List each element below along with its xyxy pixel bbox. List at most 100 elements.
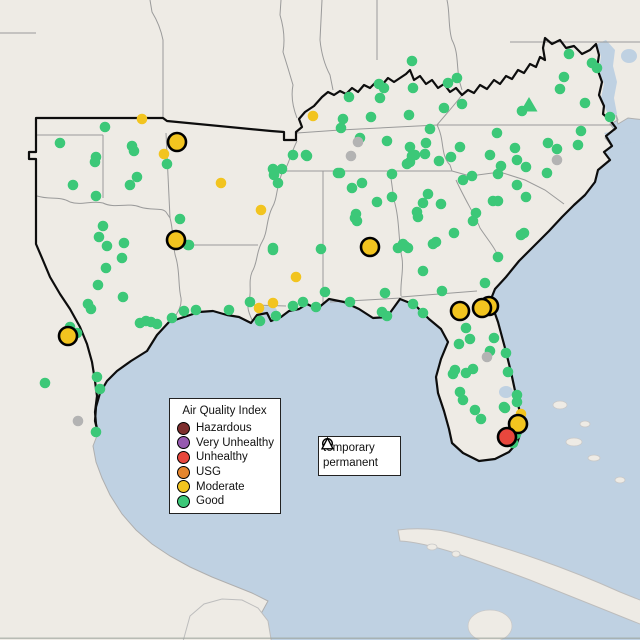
state-border-line xyxy=(455,179,498,255)
station-marker-good xyxy=(466,170,478,182)
station-marker-large-unhealthy xyxy=(496,426,518,448)
station-marker-good xyxy=(464,333,476,345)
legend-label-hazardous: Hazardous xyxy=(196,422,252,435)
station-marker-good xyxy=(551,143,563,155)
station-marker-good xyxy=(297,296,309,308)
lake-okeechobee xyxy=(499,386,513,398)
station-marker-large-moderate xyxy=(57,325,79,347)
station-marker-good xyxy=(604,111,616,123)
station-marker-good xyxy=(270,310,282,322)
station-marker-good xyxy=(276,163,288,175)
station-marker-good xyxy=(365,111,377,123)
station-marker-good xyxy=(319,286,331,298)
station-marker-good xyxy=(457,174,469,186)
station-marker-good xyxy=(287,300,299,312)
station-marker-good xyxy=(511,154,523,166)
station-marker-good xyxy=(381,310,393,322)
station-marker-good xyxy=(268,169,280,181)
station-marker-good xyxy=(356,177,368,189)
station-marker-moderate xyxy=(215,177,227,189)
station-marker-good xyxy=(515,229,527,241)
station-marker-good xyxy=(89,156,101,168)
station-marker-good xyxy=(332,167,344,179)
station-marker-good xyxy=(94,383,106,395)
station-marker-good xyxy=(381,135,393,147)
station-marker-large-moderate xyxy=(165,229,187,251)
map-frame-edge xyxy=(0,637,640,639)
legend-label-usg: USG xyxy=(196,466,221,479)
small-island xyxy=(451,550,461,558)
station-marker-good xyxy=(267,242,279,254)
triangle-permanent-icon xyxy=(321,437,334,450)
station-marker-good xyxy=(591,62,603,74)
aqi-legend-items: Hazardous Very Unhealthy Unhealthy USG Moder… xyxy=(175,421,274,509)
station-marker-good xyxy=(470,207,482,219)
station-marker-good xyxy=(445,151,457,163)
station-marker-good xyxy=(315,243,327,255)
state-border-line xyxy=(389,170,404,297)
station-marker-good xyxy=(118,237,130,249)
legend-item-permanent: permanent xyxy=(321,437,396,470)
station-marker-good xyxy=(488,332,500,344)
station-marker-good xyxy=(467,215,479,227)
station-marker-good xyxy=(542,137,554,149)
station-marker-good xyxy=(436,285,448,297)
marker-type-legend: temporary permanent xyxy=(318,436,401,476)
station-marker-good xyxy=(254,315,266,327)
station-marker-good xyxy=(406,55,418,67)
station-marker-missing xyxy=(551,154,563,166)
station-marker-good xyxy=(404,141,416,153)
station-marker-good xyxy=(117,291,129,303)
station-marker-moderate xyxy=(290,271,302,283)
small-island xyxy=(552,400,568,410)
station-marker-good xyxy=(541,167,553,179)
station-marker-good xyxy=(442,77,454,89)
station-marker-good xyxy=(563,48,575,60)
pamlico-sound xyxy=(606,142,640,158)
station-marker-good xyxy=(412,211,424,223)
station-marker-good xyxy=(39,377,51,389)
station-marker-good xyxy=(190,304,202,316)
station-marker-good xyxy=(417,265,429,277)
station-marker-good xyxy=(451,72,463,84)
station-marker-moderate xyxy=(267,297,279,309)
station-marker-good xyxy=(502,366,514,378)
state-border-line xyxy=(279,0,298,119)
station-marker-good xyxy=(124,179,136,191)
station-marker-large-moderate xyxy=(449,300,471,322)
station-marker-good xyxy=(386,168,398,180)
station-marker-good xyxy=(575,125,587,137)
station-marker-large-moderate xyxy=(507,413,529,435)
small-island xyxy=(467,609,513,640)
aqi-legend: Air Quality Index Hazardous Very Unhealth… xyxy=(169,398,281,514)
station-marker-good xyxy=(422,188,434,200)
station-marker-good xyxy=(407,298,419,310)
station-marker-good xyxy=(475,413,487,425)
station-marker-good xyxy=(300,149,312,161)
small-island xyxy=(565,437,583,447)
small-island xyxy=(587,454,601,462)
station-marker-good xyxy=(403,109,415,121)
station-marker-good xyxy=(424,123,436,135)
station-marker-good xyxy=(131,171,143,183)
station-marker-good xyxy=(128,145,140,157)
small-island xyxy=(426,543,438,551)
station-marker-large-moderate xyxy=(471,297,493,319)
station-marker-good xyxy=(460,322,472,334)
station-marker-good xyxy=(401,158,413,170)
station-marker-good xyxy=(92,279,104,291)
station-marker-good xyxy=(558,71,570,83)
state-border-line xyxy=(36,195,171,219)
station-marker-good xyxy=(469,404,481,416)
station-marker-good xyxy=(447,368,459,380)
legend-label-good: Good xyxy=(196,495,225,508)
small-island xyxy=(579,420,591,428)
station-marker-good xyxy=(85,303,97,315)
marker-type-legend-items: temporary permanent xyxy=(321,437,396,470)
legend-swatch-moderate-icon xyxy=(177,480,190,494)
station-marker-good xyxy=(100,262,112,274)
station-marker-missing xyxy=(352,136,364,148)
station-marker-good xyxy=(500,347,512,359)
legend-label-temporary: temporary xyxy=(323,441,375,454)
